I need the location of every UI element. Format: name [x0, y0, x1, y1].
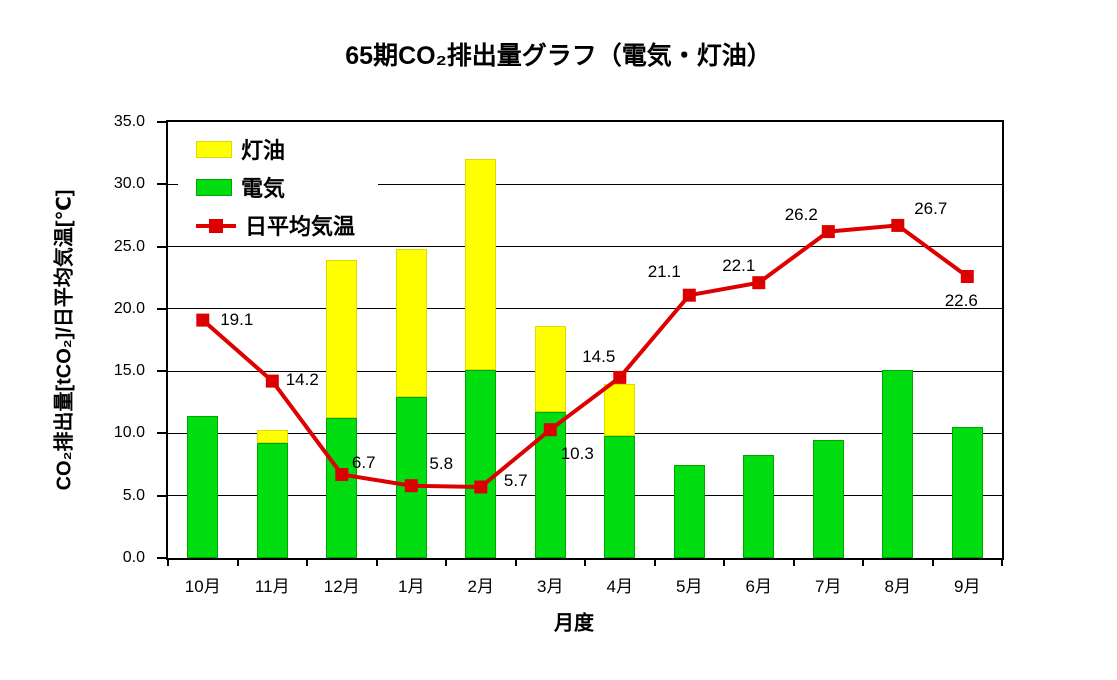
x-axis-tick-6 [584, 560, 586, 566]
bar-electricity-8 [743, 454, 775, 558]
y-axis-tick-5 [157, 494, 166, 497]
x-tick-label-7: 5月 [676, 577, 703, 596]
temperature-label-11: 22.6 [944, 291, 978, 311]
gridline-5 [168, 495, 1002, 497]
temperature-marker-1 [265, 374, 279, 388]
x-tick-label-0: 10月 [184, 577, 221, 596]
bar-electricity-5 [534, 412, 566, 558]
y-axis-title: CO₂排出量[tCO₂]/日平均気温[℃] [53, 189, 76, 491]
bar-kerosene-2 [326, 260, 358, 419]
y-tick-label-10: 10.0 [113, 424, 145, 442]
legend-key-1 [196, 178, 232, 196]
y-axis-tick-30 [157, 183, 166, 186]
bar-kerosene-6 [604, 383, 636, 436]
y-tick-label-30: 30.0 [113, 175, 145, 193]
x-axis-tick-3 [375, 560, 378, 566]
temperature-label-7: 21.1 [647, 262, 681, 282]
legend-item-1: 電気 [178, 168, 378, 206]
gridline-20 [168, 308, 1002, 310]
x-axis-tick-2 [306, 560, 308, 566]
y-axis-tick-25 [157, 245, 166, 248]
gridline-30 [168, 183, 1002, 185]
x-axis-title: 月度 [554, 612, 594, 635]
temperature-marker-6 [613, 370, 627, 384]
y-axis-tick-10 [157, 432, 166, 435]
temperature-label-5: 10.3 [560, 443, 594, 463]
temperature-label-8: 22.1 [722, 255, 756, 275]
temperature-marker-7 [682, 288, 696, 302]
temperature-marker-11 [960, 270, 974, 283]
bar-electricity-0 [187, 416, 219, 558]
x-tick-label-10: 8月 [884, 577, 911, 596]
bar-electricity-7 [673, 464, 705, 558]
gridline-10 [168, 432, 1002, 434]
temperature-label-10: 26.7 [914, 199, 948, 219]
legend-item-2: 日平均気温 [178, 206, 378, 244]
temperature-marker-8 [752, 276, 766, 290]
bar-kerosene-4 [465, 159, 497, 370]
temperature-marker-9 [821, 225, 835, 239]
temperature-label-9: 26.2 [784, 204, 818, 224]
bar-electricity-3 [395, 397, 427, 558]
y-tick-label-35: 35.0 [113, 113, 145, 130]
bar-kerosene-1 [256, 429, 288, 444]
bar-kerosene-5 [534, 326, 566, 413]
y-axis-tick-35 [157, 121, 166, 123]
temperature-label-4: 5.7 [503, 470, 528, 490]
temperature-label-6: 14.5 [582, 347, 616, 367]
temperature-label-1: 14.2 [285, 370, 319, 390]
x-tick-label-1: 11月 [254, 577, 290, 596]
x-tick-label-3: 1月 [398, 577, 425, 596]
temperature-marker-0 [196, 313, 210, 327]
x-axis-tick-8 [723, 560, 725, 566]
temperature-label-0: 19.1 [220, 310, 254, 330]
x-axis-tick-4 [445, 560, 447, 566]
x-tick-label-5: 3月 [537, 577, 564, 596]
x-axis-tick-11 [931, 560, 934, 566]
legend-label-2: 日平均気温 [245, 214, 356, 239]
y-axis-tick-15 [157, 370, 166, 373]
legend-marker-sample [209, 218, 223, 233]
y-tick-label-0: 0.0 [122, 549, 145, 566]
legend: 灯油電気日平均気温 [178, 130, 378, 246]
bar-electricity-1 [256, 443, 288, 558]
x-axis-tick-0 [167, 560, 169, 566]
x-axis-tick-9 [792, 560, 795, 566]
chart-title: 65期CO₂排出量グラフ（電気・灯油） [345, 42, 772, 70]
x-axis-tick-7 [653, 560, 656, 566]
y-axis-tick-20 [157, 307, 166, 310]
y-tick-label-5: 5.0 [122, 486, 145, 504]
legend-label-1: 電気 [241, 176, 286, 201]
y-tick-label-15: 15.0 [113, 362, 145, 380]
legend-key-0 [196, 140, 232, 158]
temperature-marker-10 [891, 218, 905, 232]
x-axis-tick-10 [862, 560, 864, 566]
x-tick-label-4: 2月 [467, 577, 494, 596]
x-tick-label-2: 12月 [323, 577, 360, 596]
bar-electricity-6 [604, 435, 636, 558]
bar-kerosene-3 [395, 249, 427, 398]
temperature-label-2: 6.7 [351, 452, 376, 472]
x-axis-tick-1 [236, 560, 239, 566]
bar-electricity-2 [326, 418, 358, 558]
temperature-label-3: 5.8 [429, 453, 454, 473]
x-axis-tick-5 [514, 560, 517, 566]
bar-electricity-10 [882, 369, 914, 558]
y-tick-label-20: 20.0 [113, 299, 145, 317]
bar-electricity-11 [951, 427, 983, 558]
y-axis-tick-0 [157, 557, 166, 559]
y-tick-label-25: 25.0 [113, 237, 145, 255]
legend-label-0: 灯油 [241, 138, 286, 163]
x-tick-label-11: 9月 [954, 577, 981, 596]
x-tick-label-9: 7月 [815, 577, 842, 596]
x-tick-label-8: 6月 [745, 577, 772, 596]
legend-item-0: 灯油 [178, 130, 378, 168]
legend-key-2 [196, 217, 236, 234]
x-axis-tick-12 [1001, 560, 1003, 566]
bar-electricity-4 [465, 369, 497, 558]
x-tick-label-6: 4月 [606, 577, 633, 596]
bar-electricity-9 [812, 439, 844, 558]
gridline-25 [168, 246, 1002, 248]
